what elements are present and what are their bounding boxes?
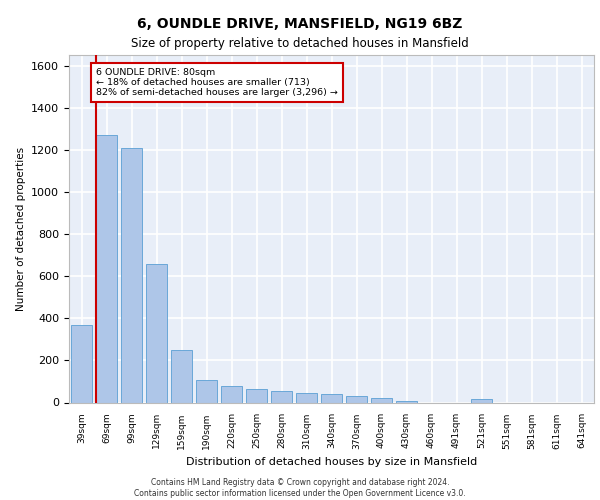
Bar <box>121 148 142 402</box>
X-axis label: Distribution of detached houses by size in Mansfield: Distribution of detached houses by size … <box>186 457 477 467</box>
Text: 6 OUNDLE DRIVE: 80sqm
← 18% of detached houses are smaller (713)
82% of semi-det: 6 OUNDLE DRIVE: 80sqm ← 18% of detached … <box>96 68 338 98</box>
Bar <box>71 324 92 402</box>
Y-axis label: Number of detached properties: Number of detached properties <box>16 146 26 311</box>
Bar <box>371 398 392 402</box>
Bar <box>221 386 242 402</box>
Text: 6, OUNDLE DRIVE, MANSFIELD, NG19 6BZ: 6, OUNDLE DRIVE, MANSFIELD, NG19 6BZ <box>137 18 463 32</box>
Bar <box>471 398 492 402</box>
Bar <box>296 393 317 402</box>
Bar <box>146 264 167 402</box>
Bar <box>196 380 217 402</box>
Text: Size of property relative to detached houses in Mansfield: Size of property relative to detached ho… <box>131 38 469 51</box>
Bar <box>171 350 192 403</box>
Bar <box>246 389 267 402</box>
Bar <box>321 394 342 402</box>
Bar <box>346 396 367 402</box>
Bar <box>271 391 292 402</box>
Bar <box>96 135 117 402</box>
Text: Contains HM Land Registry data © Crown copyright and database right 2024.
Contai: Contains HM Land Registry data © Crown c… <box>134 478 466 498</box>
